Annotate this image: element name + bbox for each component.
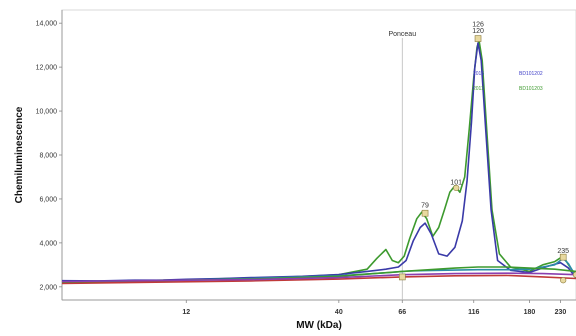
series-lines bbox=[61, 40, 576, 285]
peak-label: 120 bbox=[472, 28, 484, 35]
x-axis-title: MW (kDa) bbox=[296, 320, 342, 331]
x-axis-ticks: 12 40 66 116 180 230 bbox=[182, 300, 566, 316]
x-tick-label: 12 bbox=[182, 309, 190, 316]
peak-marker bbox=[474, 35, 482, 42]
x-tick-label: 116 bbox=[468, 309, 479, 316]
legend-entry: BD101202 bbox=[519, 71, 543, 77]
y-axis-title: Chemiluminescence bbox=[14, 106, 25, 203]
peak-marker bbox=[559, 253, 567, 261]
ponceau-reference: Ponceau bbox=[388, 31, 416, 300]
legend-entry: BD101203 bbox=[519, 86, 543, 92]
legend-entry: 2016 bbox=[473, 71, 484, 77]
legend: 2016 BD101202 2011 BD101203 bbox=[473, 71, 543, 92]
x-tick-label: 66 bbox=[398, 309, 406, 316]
series-line bbox=[61, 272, 576, 283]
series-line bbox=[61, 274, 576, 285]
legend-entry: 2011 bbox=[473, 86, 484, 92]
x-tick-label: 230 bbox=[555, 309, 567, 316]
ponceau-label: Ponceau bbox=[388, 31, 416, 38]
x-tick-label: 180 bbox=[524, 309, 536, 316]
peak-marker bbox=[421, 209, 429, 217]
series-line bbox=[61, 42, 576, 282]
y-tick-label: 14,000 bbox=[36, 21, 58, 28]
y-axis-ticks: 2,000 4,000 6,000 8,000 10,000 12,000 14,000 bbox=[36, 21, 62, 291]
y-tick-label: 6,000 bbox=[39, 196, 57, 203]
y-tick-label: 8,000 bbox=[39, 153, 57, 160]
peak-markers bbox=[398, 35, 576, 284]
y-tick-label: 10,000 bbox=[36, 109, 58, 116]
x-tick-label: 40 bbox=[335, 309, 343, 316]
peak-label: 79 bbox=[421, 203, 429, 210]
peak-marker bbox=[572, 271, 576, 278]
series-line bbox=[61, 266, 576, 284]
peak-marker bbox=[398, 273, 406, 281]
peak-marker bbox=[453, 184, 460, 192]
y-tick-label: 4,000 bbox=[39, 240, 57, 247]
peak-label: 126 bbox=[472, 21, 484, 28]
peak-label: 235 bbox=[557, 248, 569, 255]
y-tick-label: 2,000 bbox=[39, 284, 57, 291]
peak-marker bbox=[560, 277, 567, 284]
peak-label: 101 bbox=[450, 180, 462, 187]
y-tick-label: 12,000 bbox=[36, 65, 58, 72]
